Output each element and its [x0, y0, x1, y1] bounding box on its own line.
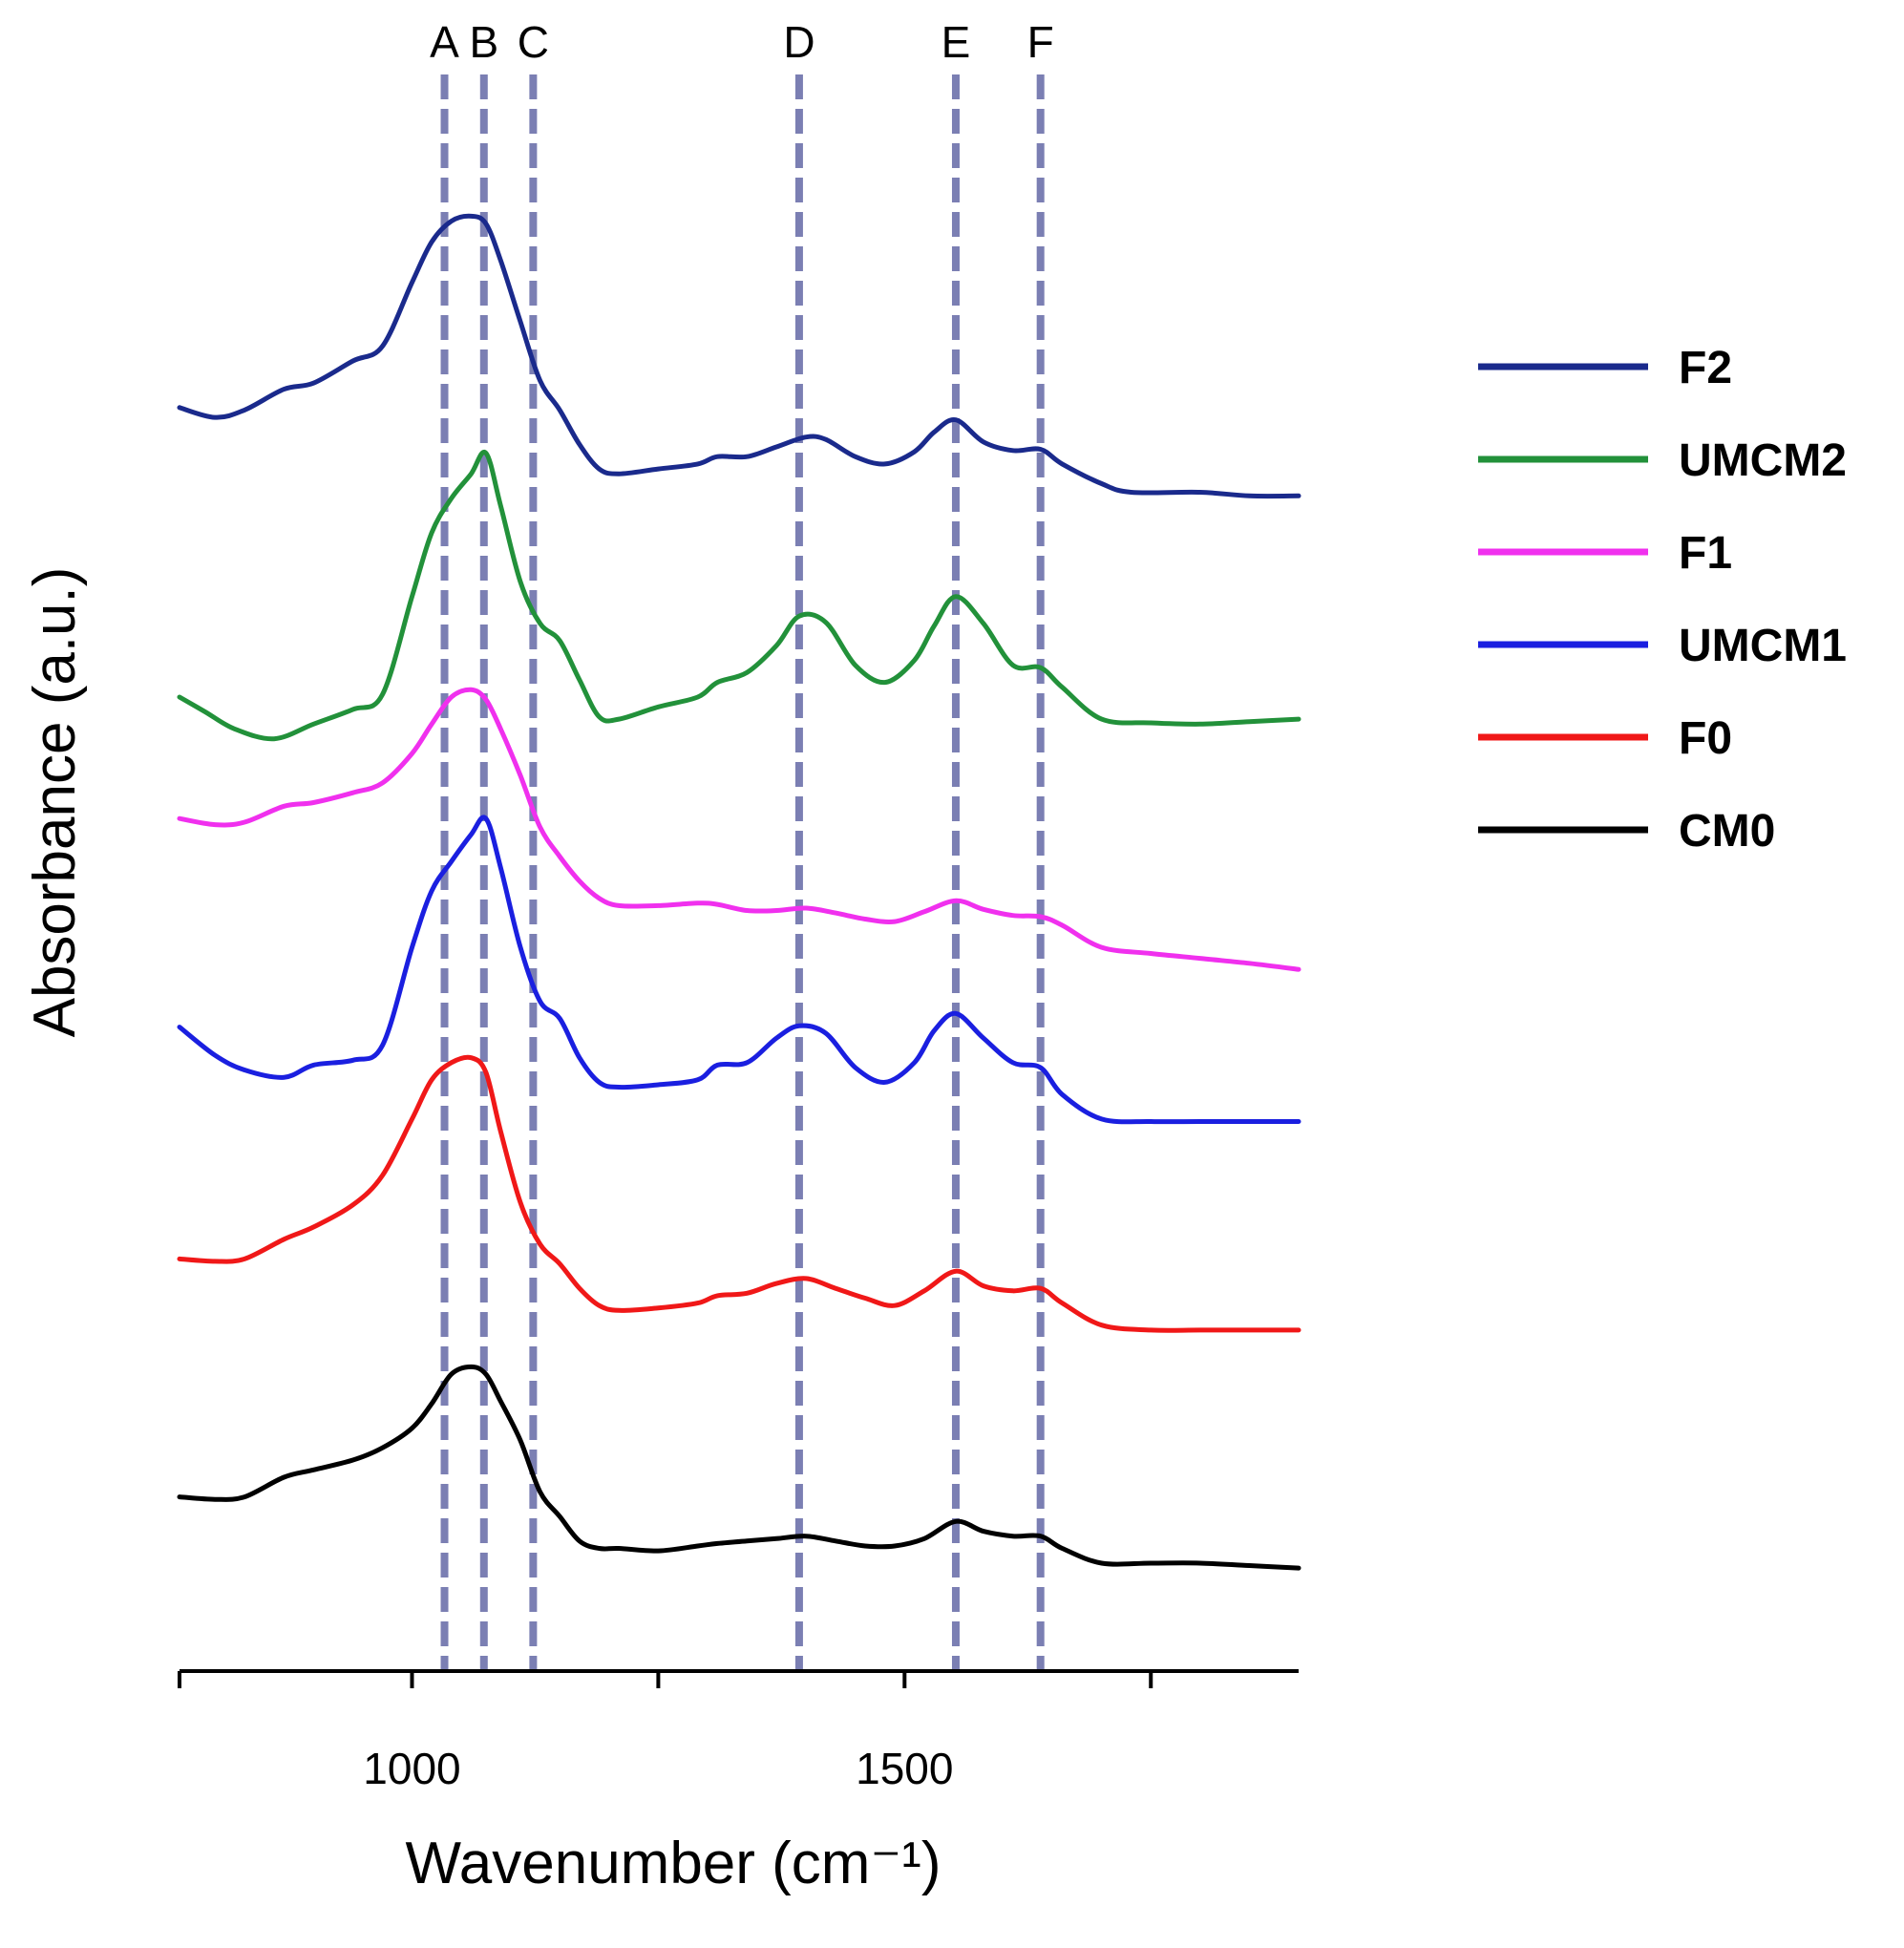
legend-label-cm0: CM0	[1679, 806, 1775, 857]
legend-label-f0: F0	[1679, 713, 1732, 764]
x-tick-label-1000: 1000	[363, 1744, 460, 1793]
x-axis: 1000 1500	[178, 1669, 1299, 1793]
marker-label-a: A	[430, 17, 459, 67]
marker-label-c: C	[518, 17, 549, 67]
series-lines	[177, 213, 1301, 1571]
series-line-f0	[177, 1054, 1301, 1333]
legend-label-f2: F2	[1679, 343, 1732, 393]
marker-label-b: B	[469, 17, 498, 67]
x-tick-label-1500: 1500	[856, 1744, 953, 1793]
series-line-f2	[177, 213, 1301, 499]
series-line-umcm2	[177, 449, 1301, 742]
y-axis-label: Absorbance (a.u.)	[22, 567, 88, 1038]
marker-label-f: F	[1027, 17, 1054, 67]
marker-label-e: E	[941, 17, 971, 67]
series-line-umcm1	[177, 815, 1301, 1125]
legend: F2 UMCM2 F1 UMCM1 F0 CM0	[1478, 343, 1847, 857]
legend-label-umcm1: UMCM1	[1679, 621, 1847, 671]
x-axis-label: Wavenumber (cm⁻¹)	[406, 1831, 941, 1896]
series-line-cm0	[177, 1364, 1301, 1571]
legend-label-umcm2: UMCM2	[1679, 435, 1847, 486]
series-line-f1	[177, 687, 1301, 972]
legend-label-f1: F1	[1679, 528, 1732, 579]
marker-label-d: D	[783, 17, 814, 67]
marker-lines	[440, 74, 1045, 1673]
